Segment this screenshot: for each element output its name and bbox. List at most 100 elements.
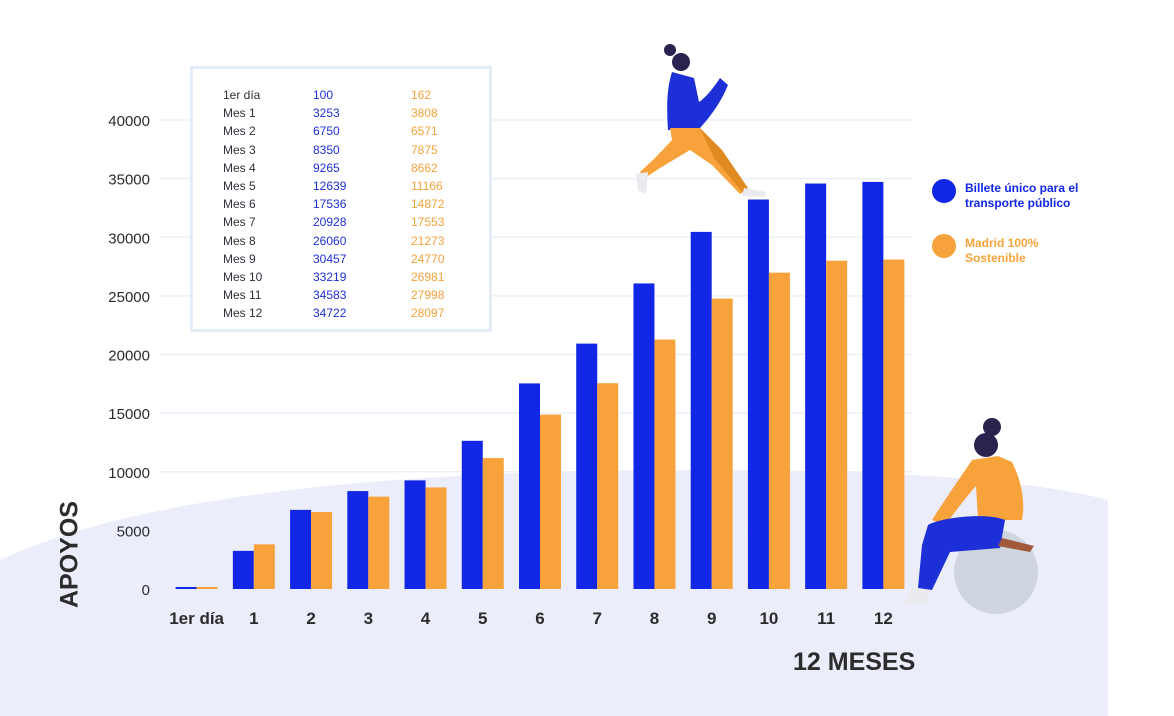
table-value-madrid: 14872 <box>411 197 445 212</box>
table-value-madrid: 24770 <box>411 251 445 266</box>
table-value-billete: 30457 <box>313 251 347 266</box>
table-value-madrid: 6571 <box>411 124 438 139</box>
table-value-billete: 26060 <box>313 233 347 248</box>
table-value-madrid: 27998 <box>411 288 445 303</box>
bar <box>232 550 254 589</box>
legend-label: Madrid 100% Sostenible <box>965 236 1039 265</box>
bar <box>654 339 676 589</box>
table-value-billete: 8350 <box>313 142 340 157</box>
data-table: 1er día 100 162 Mes 1 3253 3808 Mes 2 6750 6571 M… <box>190 66 492 332</box>
bar <box>747 199 769 590</box>
bar <box>540 414 561 589</box>
y-axis-title: APOYOS <box>55 501 84 608</box>
x-tick-label: 9 <box>707 609 716 628</box>
bar <box>633 283 655 589</box>
bar <box>805 183 827 589</box>
table-row-label: Mes 1 <box>223 106 256 121</box>
sitting-woman-illustration <box>902 418 1038 614</box>
y-tick-label: 5000 <box>117 523 150 540</box>
y-tick-label: 40000 <box>108 113 150 130</box>
x-tick-label: 3 <box>364 609 373 628</box>
table-row-label: Mes 8 <box>223 233 256 248</box>
y-tick-label: 15000 <box>108 406 150 423</box>
y-tick-label: 35000 <box>108 172 150 189</box>
bar <box>576 343 598 589</box>
table-value-billete: 34722 <box>313 306 347 321</box>
walking-woman-illustration <box>636 44 766 197</box>
y-tick-labels: 0 5000 10000 15000 20000 25000 30000 35000 40000 <box>108 113 150 599</box>
y-tick-label: 25000 <box>108 289 150 306</box>
table-value-madrid: 28097 <box>411 306 445 321</box>
x-tick-label: 8 <box>650 609 659 628</box>
table-value-billete: 17536 <box>313 197 347 212</box>
legend-swatch <box>932 179 956 203</box>
bar <box>519 383 540 589</box>
x-tick-label: 2 <box>306 609 315 628</box>
x-axis-title: 12 MESES <box>793 648 916 676</box>
table-value-billete: 34583 <box>313 288 347 303</box>
table-value-madrid: 8662 <box>411 160 438 175</box>
y-tick-label: 20000 <box>108 348 150 365</box>
x-tick-label: 7 <box>592 609 601 628</box>
table-row-label: Mes 4 <box>223 160 256 175</box>
bar <box>461 440 483 589</box>
y-tick-label: 10000 <box>108 465 150 482</box>
table-value-madrid: 3808 <box>411 106 438 121</box>
bar <box>347 491 369 589</box>
table-row-label: Mes 12 <box>223 306 263 321</box>
x-tick-labels: 1er día 1 2 3 4 5 6 7 8 9 10 11 12 <box>169 609 893 628</box>
bar <box>368 496 390 589</box>
table-row-label: Mes 5 <box>223 179 256 193</box>
bar <box>862 181 884 589</box>
bar <box>290 509 312 589</box>
x-tick-label: 1 <box>249 609 258 628</box>
x-tick-label: 4 <box>421 609 431 628</box>
bar <box>253 544 275 589</box>
legend-swatch <box>932 234 956 258</box>
bar <box>482 458 504 589</box>
bar <box>826 260 848 589</box>
table-row-label: Mes 7 <box>223 215 256 230</box>
table-row-label: Mes 6 <box>223 197 256 212</box>
y-tick-label: 0 <box>142 582 150 599</box>
x-tick-label: 12 <box>874 609 893 628</box>
table-value-billete: 6750 <box>313 124 340 139</box>
bars <box>175 181 905 590</box>
bar <box>597 383 619 589</box>
x-tick-label: 5 <box>478 609 487 628</box>
bar <box>690 231 712 590</box>
table-row-label: Mes 9 <box>223 251 256 266</box>
table-value-billete: 100 <box>313 88 334 102</box>
table-value-billete: 12639 <box>313 179 347 193</box>
table-value-billete: 9265 <box>313 160 340 175</box>
y-tick-label: 30000 <box>108 230 150 247</box>
table-value-madrid: 21273 <box>411 233 445 248</box>
bar <box>711 298 733 589</box>
table-value-madrid: 7875 <box>411 142 438 157</box>
table-row-label: Mes 3 <box>223 142 256 157</box>
x-tick-label: 6 <box>535 609 544 628</box>
legend-label: Billete único para el transporte público <box>965 181 1079 210</box>
x-tick-label: 10 <box>759 609 778 628</box>
table-value-billete: 20928 <box>313 215 347 230</box>
table-value-billete: 33219 <box>313 270 347 284</box>
bar <box>404 480 426 589</box>
table-value-madrid: 26981 <box>411 270 445 284</box>
table-value-billete: 3253 <box>313 106 340 121</box>
table-row-label: Mes 10 <box>223 270 263 284</box>
table-row-label: Mes 2 <box>223 124 256 139</box>
table-row-label: Mes 11 <box>223 288 262 303</box>
table-value-madrid: 162 <box>411 88 432 102</box>
bar <box>425 487 447 589</box>
bar <box>175 587 197 589</box>
bar <box>883 259 905 589</box>
bar <box>196 587 218 589</box>
table-value-madrid: 11166 <box>411 179 443 193</box>
bar <box>311 511 333 589</box>
x-tick-label: 11 <box>817 609 835 628</box>
bar <box>768 272 790 589</box>
table-value-madrid: 17553 <box>411 215 445 230</box>
table-row-label: 1er día <box>223 88 261 102</box>
x-tick-label: 1er día <box>169 609 224 628</box>
